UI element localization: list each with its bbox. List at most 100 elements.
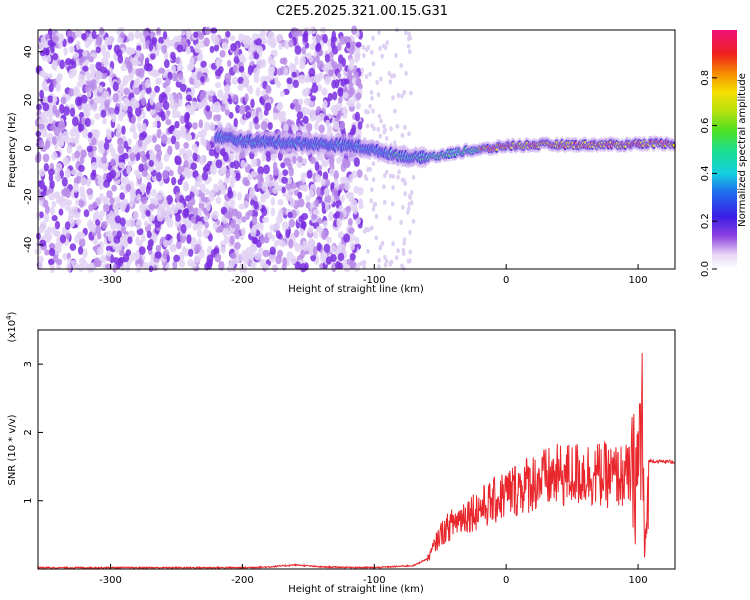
noise-dot (62, 252, 68, 261)
noise-dot (52, 95, 58, 103)
noise-dot (343, 91, 349, 99)
noise-dot (355, 78, 362, 87)
noise-dot (44, 41, 49, 49)
noise-dot (56, 74, 62, 84)
noise-dot (156, 120, 161, 129)
noise-dot (396, 92, 401, 98)
noise-dot (175, 191, 180, 202)
noise-dot (205, 105, 211, 112)
noise-dot (124, 98, 130, 108)
noise-dot (353, 71, 359, 79)
noise-dot (284, 157, 292, 167)
noise-dot (402, 177, 407, 183)
noise-dot (199, 248, 205, 259)
noise-dot (233, 49, 240, 57)
noise-dot (140, 234, 146, 243)
noise-dot (356, 186, 364, 196)
noise-dot (49, 206, 55, 216)
noise-dot (162, 100, 170, 111)
noise-dot (282, 169, 289, 176)
noise-dot (147, 239, 154, 247)
noise-dot (71, 116, 79, 127)
noise-dot (378, 45, 382, 51)
noise-dot (248, 121, 254, 131)
noise-dot (180, 223, 187, 234)
noise-dot (286, 194, 293, 202)
noise-dot (59, 136, 65, 146)
noise-dot (347, 227, 355, 234)
noise-dot (132, 131, 138, 140)
noise-dot (75, 131, 80, 140)
noise-dot (292, 240, 298, 248)
noise-dot (52, 62, 58, 71)
noise-dot (313, 231, 319, 239)
noise-dot (89, 223, 97, 233)
snr-frame (37, 329, 676, 570)
noise-dot (142, 28, 149, 38)
noise-dot (260, 120, 268, 131)
noise-dot (103, 141, 110, 151)
noise-dot (65, 188, 72, 199)
noise-dot (292, 79, 299, 89)
noise-dot (134, 30, 140, 40)
noise-dot (397, 169, 401, 175)
noise-dot (376, 126, 381, 132)
noise-dot (320, 253, 325, 263)
noise-dot (208, 193, 215, 202)
noise-dot (290, 255, 297, 265)
noise-dot (203, 37, 210, 47)
noise-dot (171, 64, 176, 75)
noise-dot (91, 161, 98, 171)
noise-dot (80, 192, 87, 201)
noise-dot (165, 77, 171, 86)
noise-dot (200, 60, 207, 68)
noise-dot (229, 259, 236, 268)
noise-dot (77, 96, 83, 106)
noise-dot (100, 254, 107, 264)
noise-dot (299, 262, 307, 273)
noise-dot (116, 123, 121, 134)
noise-dot (407, 49, 412, 55)
noise-dot (261, 207, 268, 217)
noise-dot (360, 67, 365, 73)
noise-dot (92, 201, 98, 209)
noise-dot (59, 103, 65, 114)
noise-dot (47, 258, 55, 266)
noise-dot (225, 30, 231, 38)
noise-dot (123, 253, 130, 263)
noise-dot (114, 196, 121, 204)
noise-dot (345, 42, 351, 49)
noise-dot (348, 196, 356, 203)
noise-dot (336, 218, 343, 228)
noise-dot (206, 259, 213, 267)
noise-dot (238, 65, 245, 73)
noise-dot (58, 195, 66, 204)
noise-dot (234, 241, 241, 250)
noise-dot (237, 191, 242, 201)
noise-dot (230, 252, 237, 260)
noise-dot (202, 138, 207, 147)
noise-dot (371, 35, 375, 41)
noise-dot (130, 48, 137, 55)
noise-dot (113, 153, 119, 163)
noise-dot (50, 124, 55, 132)
noise-dot (270, 197, 276, 206)
noise-dot (137, 68, 145, 78)
noise-dot (393, 108, 397, 114)
noise-dot (378, 245, 383, 251)
noise-dot (259, 222, 264, 232)
noise-dot (112, 93, 119, 103)
noise-dot (233, 55, 240, 64)
noise-dot (156, 42, 163, 50)
noise-dot (102, 118, 107, 125)
noise-dot (94, 113, 101, 120)
noise-dot (299, 249, 306, 259)
noise-dot (331, 188, 339, 197)
noise-dot (52, 104, 58, 115)
noise-dot (355, 41, 362, 48)
noise-dot (109, 169, 117, 179)
noise-dot (232, 64, 238, 73)
noise-dot (216, 114, 222, 122)
noise-dot (228, 98, 233, 105)
noise-dot (37, 260, 43, 271)
